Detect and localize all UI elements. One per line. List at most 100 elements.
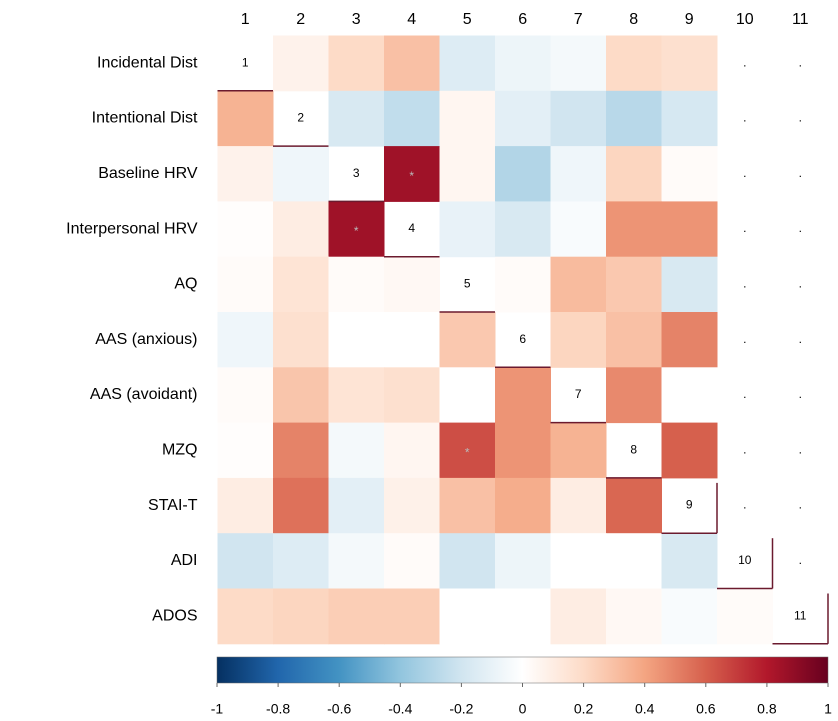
heatmap-cell	[606, 533, 662, 589]
heatmap-cell	[273, 477, 329, 534]
heatmap-cell	[661, 201, 718, 258]
heatmap-cell	[273, 312, 329, 368]
cell-label: .	[743, 332, 746, 346]
cell-label: .	[743, 442, 746, 456]
heatmap-cell	[495, 588, 551, 645]
cell-label: .	[743, 387, 746, 401]
heatmap-cell	[328, 533, 385, 589]
heatmap-cell	[495, 90, 551, 147]
heatmap-cell	[273, 422, 329, 479]
colorbar-tick-label: 0.6	[696, 701, 716, 717]
column-label: 6	[518, 11, 527, 28]
column-label: 5	[463, 11, 472, 28]
heatmap-cell	[217, 146, 274, 202]
cell-label: .	[743, 111, 746, 125]
heatmap-cell	[606, 35, 662, 92]
row-label: AAS (anxious)	[95, 331, 197, 348]
heatmap-cell	[328, 367, 385, 424]
significance-mark: *	[354, 224, 359, 238]
heatmap-cell	[661, 35, 718, 92]
cell-label: 2	[297, 111, 304, 125]
heatmap-cell	[550, 35, 607, 92]
cell-label: .	[743, 55, 746, 69]
heatmap-cell	[439, 588, 496, 645]
heatmap-cell	[439, 35, 496, 92]
heatmap-cell	[384, 588, 440, 645]
heatmap-cell	[661, 422, 718, 479]
heatmap-cell	[384, 90, 440, 147]
heatmap-cell	[439, 90, 496, 147]
heatmap-cell	[495, 422, 551, 479]
cell-label: .	[799, 55, 802, 69]
column-label: 3	[352, 11, 361, 28]
heatmap-cell	[439, 312, 496, 368]
heatmap-cell	[495, 201, 551, 258]
cell-label: 9	[686, 498, 693, 512]
colorbar-tick-label: -0.4	[388, 701, 412, 717]
colorbar-tick-label: -0.8	[266, 701, 290, 717]
heatmap-cell	[717, 588, 773, 645]
colorbar-tick-label: 0.8	[757, 701, 777, 717]
cell-label: .	[799, 111, 802, 125]
significance-mark: *	[465, 445, 470, 459]
heatmap-cell	[550, 256, 607, 313]
heatmap-cell	[217, 422, 274, 479]
cell-label: 1	[242, 55, 249, 69]
heatmap-cell	[606, 90, 662, 147]
cell-label: .	[799, 277, 802, 291]
heatmap-cell	[606, 146, 662, 202]
heatmap-cell	[439, 201, 496, 258]
heatmap-cell	[217, 477, 274, 534]
heatmap-cell	[661, 367, 718, 424]
cell-label: .	[743, 498, 746, 512]
row-label: Baseline HRV	[98, 165, 198, 182]
row-label: AAS (avoidant)	[90, 386, 198, 403]
heatmap-cell	[550, 477, 607, 534]
heatmap-cell	[328, 256, 385, 313]
cell-label: 7	[575, 387, 582, 401]
heatmap-cell	[439, 367, 496, 424]
heatmap-cell	[273, 35, 329, 92]
heatmap-cell	[328, 477, 385, 534]
heatmap-cell	[439, 477, 496, 534]
heatmap-cell	[273, 256, 329, 313]
cell-label: .	[799, 221, 802, 235]
row-label: Incidental Dist	[97, 54, 198, 71]
column-label: 9	[685, 11, 694, 28]
heatmap-cell	[550, 588, 607, 645]
colorbar-tick-label: 1	[824, 701, 832, 717]
colorbar-tick-label: 0.4	[635, 701, 655, 717]
heatmap-cell	[439, 146, 496, 202]
heatmap-cell	[550, 201, 607, 258]
heatmap-cell	[384, 533, 440, 589]
heatmap-cell	[661, 588, 718, 645]
heatmap-cell	[217, 533, 274, 589]
heatmap-cell	[550, 422, 607, 479]
heatmap-cell	[273, 533, 329, 589]
cell-label: .	[799, 442, 802, 456]
heatmap-cell	[217, 312, 274, 368]
heatmap-cell	[384, 422, 440, 479]
colorbar-tick-label: 0.2	[574, 701, 594, 717]
heatmap-cell	[384, 367, 440, 424]
heatmap-cell	[661, 90, 718, 147]
heatmap-cell	[273, 201, 329, 258]
cell-label: .	[799, 553, 802, 567]
colorbar-tick-label: -0.2	[449, 701, 473, 717]
heatmap-cell	[384, 256, 440, 313]
heatmap-cell	[328, 90, 385, 147]
heatmap-cell	[384, 146, 440, 202]
heatmap-cell	[495, 146, 551, 202]
heatmap-cell	[606, 256, 662, 313]
column-label: 1	[241, 11, 250, 28]
heatmap-cell	[384, 477, 440, 534]
heatmap-cell	[328, 35, 385, 92]
cell-label: 10	[738, 553, 752, 567]
colorbar	[216, 656, 829, 684]
colorbar-tick-label: -1	[211, 701, 224, 717]
row-label: ADOS	[152, 607, 197, 624]
cell-label: .	[743, 277, 746, 291]
heatmap-cell	[661, 312, 718, 368]
heatmap-cell	[606, 477, 662, 534]
